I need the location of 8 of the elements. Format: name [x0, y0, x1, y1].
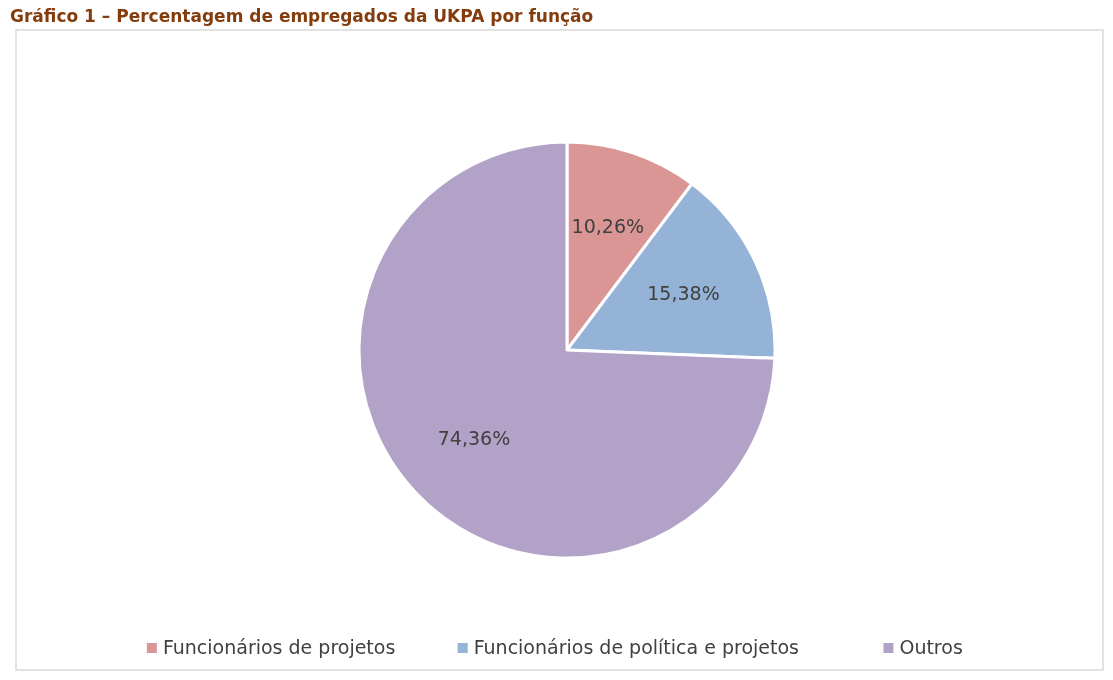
legend-label: Funcionários de projetos: [162, 635, 396, 658]
data-label: 15,38%: [647, 282, 720, 305]
legend-label: Outros: [899, 635, 963, 658]
legend-label: Funcionários de política e projetos: [473, 635, 799, 658]
data-label: 10,26%: [571, 215, 645, 238]
pie-slice: [357, 140, 777, 560]
chart-title: Gráfico 1 – Percentagem de empregados da UKPA por função: [10, 6, 594, 26]
data-label: 74,36%: [437, 426, 511, 449]
